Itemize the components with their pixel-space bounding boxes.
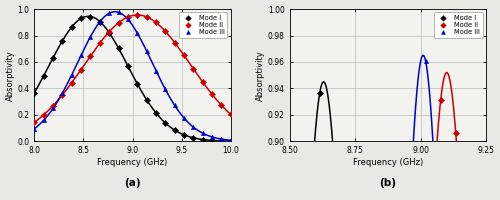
X-axis label: Frequency (GHz): Frequency (GHz) — [98, 158, 168, 167]
Mode II — [134, 14, 140, 16]
Mode III — [144, 50, 150, 52]
Mode III — [228, 139, 234, 141]
Mode I — [32, 92, 38, 94]
Mode III — [209, 136, 215, 138]
Mode I — [106, 31, 112, 34]
Mode III — [172, 104, 177, 107]
Mode I — [153, 112, 159, 114]
Mode II — [218, 104, 224, 106]
Line: Mode III: Mode III — [32, 10, 233, 143]
Mode II — [172, 41, 177, 44]
Mode III — [134, 32, 140, 34]
Mode I — [218, 140, 224, 142]
Text: (b): (b) — [380, 178, 396, 188]
Legend: Mode I, Mode II, Mode III: Mode I, Mode II, Mode III — [179, 12, 228, 38]
Mode II — [60, 94, 66, 96]
Mode II — [228, 113, 234, 116]
Mode I — [200, 138, 205, 141]
Mode I — [172, 129, 177, 131]
Mode II — [106, 31, 112, 33]
Y-axis label: Absorptivity: Absorptivity — [6, 50, 15, 101]
Line: Mode II: Mode II — [32, 13, 233, 124]
Mode II — [40, 114, 46, 116]
Mode I — [228, 140, 234, 142]
Mode I — [144, 98, 150, 101]
Mode II — [453, 132, 459, 135]
Mode III — [125, 18, 131, 21]
Mode I — [60, 40, 66, 42]
Mode III — [162, 88, 168, 90]
Mode III — [97, 21, 103, 23]
Mode II — [78, 68, 84, 71]
Text: (a): (a) — [124, 178, 141, 188]
Mode II — [125, 16, 131, 18]
Mode III — [200, 132, 205, 134]
Mode I — [97, 20, 103, 23]
Mode II — [32, 121, 38, 123]
Mode I — [162, 122, 168, 124]
Mode III — [218, 138, 224, 140]
Mode II — [162, 30, 168, 32]
Mode II — [209, 93, 215, 96]
Mode I — [40, 75, 46, 77]
Mode III — [88, 35, 94, 38]
Legend: Mode I, Mode II, Mode III: Mode I, Mode II, Mode III — [434, 12, 482, 38]
Mode III — [106, 12, 112, 14]
Mode II — [190, 68, 196, 70]
Mode I — [88, 15, 94, 18]
Line: Mode II: Mode II — [438, 98, 458, 136]
Mode III — [60, 92, 66, 94]
Mode I — [134, 82, 140, 85]
Mode III — [50, 107, 56, 110]
Mode I — [209, 139, 215, 142]
Mode I — [50, 57, 56, 59]
Y-axis label: Absorptivity: Absorptivity — [256, 50, 265, 101]
Mode II — [144, 16, 150, 18]
Mode III — [153, 69, 159, 72]
Mode II — [438, 99, 444, 101]
Mode III — [68, 74, 74, 76]
Mode I — [190, 137, 196, 139]
Mode II — [153, 21, 159, 24]
Mode III — [32, 127, 38, 130]
Mode I — [68, 26, 74, 28]
Line: Mode I: Mode I — [32, 14, 233, 143]
Mode II — [116, 22, 121, 24]
Mode II — [97, 42, 103, 44]
Mode II — [68, 81, 74, 84]
Mode II — [88, 55, 94, 57]
Mode III — [190, 126, 196, 128]
Mode II — [50, 105, 56, 107]
Mode III — [78, 54, 84, 56]
Mode III — [40, 119, 46, 121]
Mode III — [181, 117, 187, 119]
Mode I — [181, 134, 187, 136]
X-axis label: Frequency (GHz): Frequency (GHz) — [352, 158, 423, 167]
Mode III — [116, 11, 121, 14]
Mode II — [181, 54, 187, 57]
Mode I — [125, 65, 131, 67]
Mode II — [200, 81, 205, 83]
Mode I — [116, 47, 121, 49]
Mode I — [78, 17, 84, 20]
